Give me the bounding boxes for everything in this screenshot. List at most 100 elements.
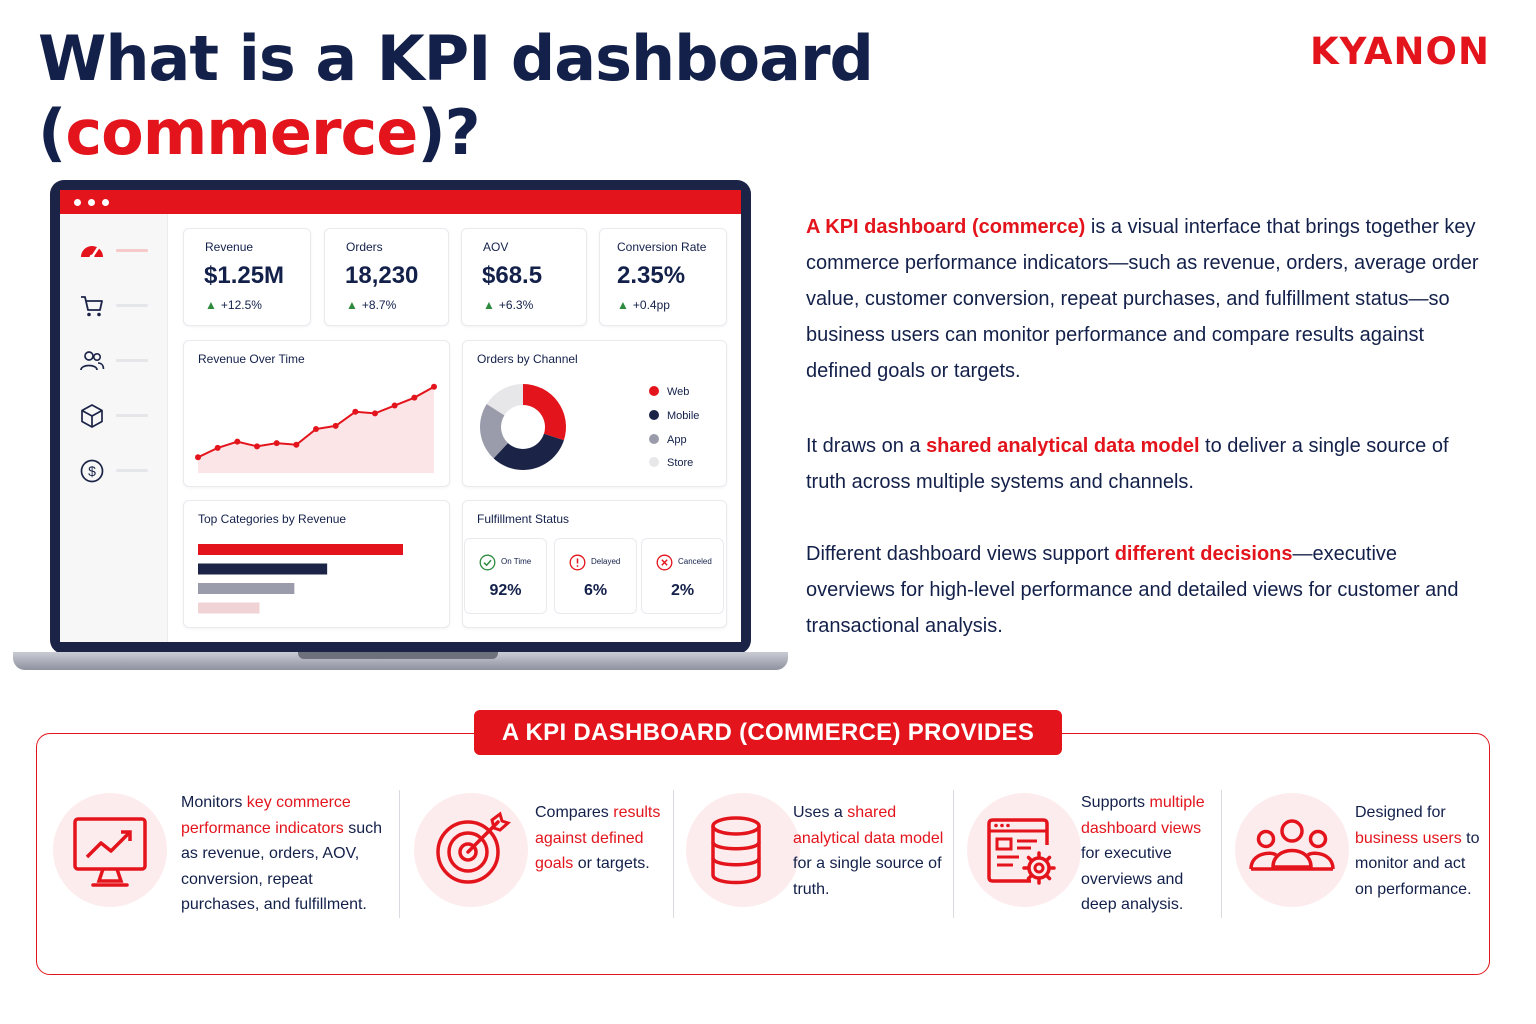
- kpi-value: 2.35%: [617, 262, 686, 289]
- sidebar-label-line: [116, 469, 148, 472]
- revenue-point[interactable]: [254, 443, 260, 450]
- fulfillment-status-card[interactable]: Fulfillment Status On Time 92% Delayed 6…: [462, 500, 727, 628]
- kpi-card-aov[interactable]: AOV $68.5 ▲ +6.3%: [461, 228, 587, 326]
- kpi-card-orders[interactable]: Orders 18,230 ▲ +8.7%: [324, 228, 449, 326]
- revenue-point[interactable]: [391, 402, 398, 409]
- kpi-card-conversion[interactable]: Conversion Rate 2.35% ▲ +0.4pp: [599, 228, 727, 326]
- description-highlight: shared analytical data model: [926, 435, 1200, 457]
- feature-icon-circle: [1235, 793, 1349, 907]
- donut-slice-mobile[interactable]: [493, 433, 564, 470]
- kpi-delta: ▲ +0.4pp: [617, 298, 670, 312]
- legend-label: Web: [667, 386, 690, 398]
- description-highlight: A KPI dashboard (commerce): [806, 216, 1086, 238]
- kpi-delta-value: +12.5%: [220, 298, 262, 312]
- alert-circle-icon: [569, 554, 586, 571]
- feature-text: Uses a shared analytical data model for …: [793, 800, 953, 902]
- feature-icon-circle: [967, 793, 1081, 907]
- divider: [673, 790, 674, 918]
- donut-slice-store[interactable]: [486, 384, 523, 416]
- revenue-point[interactable]: [431, 383, 437, 390]
- revenue-point[interactable]: [352, 408, 359, 415]
- revenue-point[interactable]: [372, 410, 378, 417]
- kpi-delta-value: +6.3%: [498, 298, 534, 312]
- revenue-point[interactable]: [332, 422, 339, 429]
- revenue-point[interactable]: [411, 394, 418, 401]
- fulfillment-canceled[interactable]: Canceled 2%: [641, 538, 724, 614]
- laptop-notch: [298, 652, 498, 659]
- revenue-point[interactable]: [234, 438, 241, 445]
- dollar-icon[interactable]: $: [78, 457, 106, 485]
- divider: [953, 790, 954, 918]
- category-bar[interactable]: [198, 602, 260, 614]
- category-bar[interactable]: [198, 544, 403, 555]
- fulfillment-on-time[interactable]: On Time 92%: [464, 538, 547, 614]
- fulfillment-value: 2%: [670, 582, 695, 599]
- description-text: to deliver a single source of truth acro…: [806, 435, 1449, 493]
- kpi-value: 18,230: [345, 262, 419, 289]
- description-highlight: different decisions: [1114, 543, 1293, 565]
- title-open-paren: (: [38, 96, 66, 169]
- feature-text: Designed for business users to monitor a…: [1355, 800, 1485, 902]
- dashboard-sidebar: $: [60, 214, 168, 642]
- donut-slice-app[interactable]: [480, 403, 508, 459]
- fulfillment-label: Delayed: [591, 557, 621, 566]
- fulfillment-value: 92%: [489, 582, 522, 599]
- revenue-point[interactable]: [214, 444, 221, 451]
- window-dot[interactable]: [102, 199, 109, 206]
- revenue-point[interactable]: [293, 441, 300, 448]
- revenue-point[interactable]: [313, 426, 319, 433]
- divider: [399, 790, 400, 918]
- donut-slice-web[interactable]: [523, 384, 566, 441]
- orders-by-channel-card[interactable]: Orders by Channel Web Mobile App Store: [462, 340, 727, 487]
- chart-title: Revenue Over Time: [198, 352, 305, 366]
- legend-item-mobile: Mobile: [649, 410, 699, 422]
- arrow-up-icon: ▲: [205, 298, 217, 312]
- revenue-over-time-card[interactable]: Revenue Over Time: [183, 340, 450, 487]
- feature-text-part: for a single source of truth.: [793, 855, 942, 898]
- description-paragraph-2: It draws on a shared analytical data mod…: [806, 428, 1486, 500]
- speedometer-icon[interactable]: [78, 237, 106, 265]
- kpi-value: $68.5: [482, 262, 543, 289]
- feature-text-part: or targets.: [573, 855, 650, 872]
- kpi-delta-value: +0.4pp: [632, 298, 670, 312]
- fulfillment-delayed[interactable]: Delayed 6%: [554, 538, 637, 614]
- page-title: What is a KPI dashboard (commerce)?: [38, 22, 874, 170]
- description-paragraph-3: Different dashboard views support differ…: [806, 536, 1486, 644]
- kpi-delta: ▲ +8.7%: [346, 298, 396, 312]
- feature-text-part: to monitor and act on performance.: [1355, 829, 1480, 898]
- title-line-1: What is a KPI dashboard: [38, 22, 874, 95]
- description-text: Different dashboard views support: [806, 543, 1115, 565]
- revenue-point[interactable]: [195, 454, 201, 461]
- description-text: is a visual interface that brings togeth…: [806, 216, 1479, 382]
- feature-highlight: shared analytical data model: [793, 804, 944, 847]
- feature-highlight: key commerce performance indicators: [181, 794, 351, 837]
- legend-swatch: [649, 410, 659, 420]
- top-categories-card[interactable]: Top Categories by Revenue: [183, 500, 450, 628]
- kpi-delta: ▲ +12.5%: [205, 298, 262, 312]
- feature-text-part: such as revenue, orders, AOV, conversion…: [181, 819, 382, 914]
- description-text: It draws on a: [806, 435, 927, 457]
- box-icon[interactable]: [78, 402, 106, 430]
- cart-icon[interactable]: [78, 292, 106, 320]
- feature-highlight: multiple dashboard views: [1081, 794, 1205, 837]
- window-dot[interactable]: [88, 199, 95, 206]
- category-bar[interactable]: [198, 563, 328, 575]
- revenue-point[interactable]: [273, 440, 280, 447]
- window-dot[interactable]: [74, 199, 81, 206]
- title-highlight: commerce: [65, 96, 418, 169]
- chart-title: Fulfillment Status: [477, 512, 570, 526]
- fulfillment-label: Canceled: [678, 557, 712, 566]
- title-line-2: (commerce)?: [38, 96, 873, 170]
- category-bar[interactable]: [198, 583, 295, 594]
- feature-text-part: Compares: [535, 804, 614, 821]
- legend-label: App: [667, 434, 687, 446]
- kpi-label: Orders: [346, 240, 383, 254]
- feature-text: Compares results against defined goals o…: [535, 800, 671, 877]
- categories-bar-chart: [198, 544, 403, 614]
- laptop-base: [13, 652, 788, 670]
- kpi-card-revenue[interactable]: Revenue $1.25M ▲ +12.5%: [183, 228, 311, 326]
- sidebar-label-line: [116, 249, 148, 252]
- monitor-chart-icon: [73, 817, 147, 887]
- users-icon[interactable]: [78, 347, 106, 375]
- browser-bar: [60, 190, 741, 214]
